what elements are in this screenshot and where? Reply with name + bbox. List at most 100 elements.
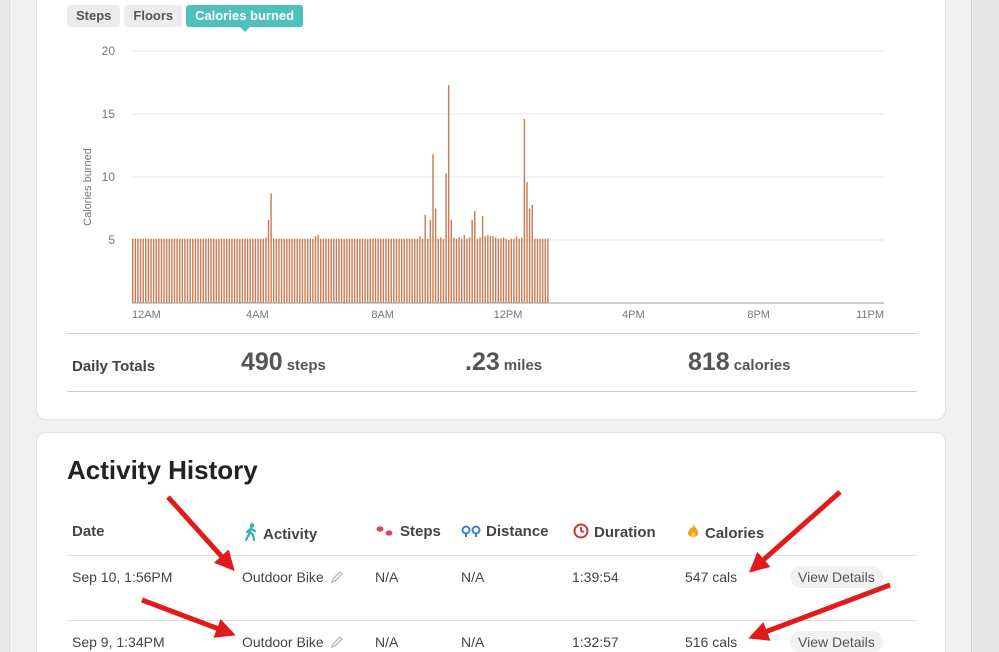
row-activity-label[interactable]: Outdoor Bike [242,569,324,585]
calorie-bar [137,238,139,303]
calorie-bar [291,238,293,303]
calorie-bar [424,214,426,303]
total-miles-unit: miles [503,357,543,374]
page-scroll-track[interactable] [971,0,999,652]
calorie-bar [333,238,335,303]
row-distance: N/A [461,634,485,650]
calorie-bar [367,238,369,303]
col-head-calories-label: Calories [705,525,765,542]
calorie-bar [273,238,275,303]
calorie-bar [515,236,518,303]
calorie-bar [205,238,207,303]
calorie-bar [492,236,494,303]
row-date: Sep 10, 1:56PM [72,569,173,585]
calorie-bar [254,238,257,303]
calorie-bar [288,238,291,303]
x-tick-label: 12AM [132,309,161,321]
col-head-steps: Steps [375,523,441,540]
calorie-bar [359,238,361,303]
calorie-bar [377,238,379,303]
row-activity[interactable]: Outdoor Bike [242,569,344,585]
row-duration: 1:39:54 [572,569,619,585]
calorie-bar [179,238,181,303]
calorie-bar [476,238,479,303]
table-header-divider [67,555,917,556]
calorie-bar [218,238,220,303]
view-details-button[interactable]: View Details [790,566,883,588]
page-edge-left [0,0,10,652]
calorie-bar [343,238,345,303]
calorie-bar [518,238,520,303]
calorie-bar [301,238,304,303]
calorie-bar [314,236,317,303]
tab-calories-burned[interactable]: Calories burned [186,5,304,32]
tab-floors[interactable]: Floors [124,5,183,27]
calorie-bar [421,238,424,303]
col-head-distance-label: Distance [486,523,549,540]
calorie-bar [330,238,332,303]
calorie-bar [539,238,541,303]
calorie-bar [239,238,241,303]
walking-person-icon [244,523,257,541]
calorie-bar [442,238,445,303]
calorie-bar [526,182,528,303]
calorie-bar [262,238,264,303]
calorie-bar [249,238,251,303]
calorie-bar [134,238,137,303]
calorie-bar [338,238,340,303]
pencil-edit-icon[interactable] [330,635,344,649]
calorie-bar [325,238,327,303]
calorie-bar [296,238,298,303]
calorie-bar [513,238,515,303]
calorie-bar [176,238,178,303]
calorie-bar [252,238,254,303]
calorie-bar [497,238,499,303]
calorie-bar [335,238,338,303]
calorie-bar [346,238,348,303]
calorie-bar [210,238,212,303]
calorie-bar [414,238,416,303]
footprints-icon [376,526,393,536]
calorie-bar [207,238,210,303]
activity-history-title: Activity History [67,455,258,485]
total-steps-value: 490 [241,348,283,376]
calorie-bar [481,216,484,303]
calorie-bar [173,238,176,303]
calorie-bar [139,238,142,303]
x-tick-label: 8PM [747,309,770,321]
calorie-bar [419,236,421,303]
calorie-bar [322,238,325,303]
calorie-bar [199,238,202,303]
row-steps: N/A [375,634,399,650]
calorie-bar [155,238,157,303]
row-activity-label[interactable]: Outdoor Bike [242,634,324,650]
row-activity[interactable]: Outdoor Bike [242,634,344,650]
calorie-bar [369,238,372,303]
table-row-divider [67,620,917,621]
calorie-bar [406,238,408,303]
calorie-bar [145,238,147,303]
calorie-bar [246,238,249,303]
calorie-bar [293,238,296,303]
calorie-bar [241,238,244,303]
calorie-bar [505,238,507,303]
view-details-button[interactable]: View Details [790,631,883,652]
calorie-bar [474,211,476,303]
calorie-bar [484,236,486,303]
pencil-edit-icon[interactable] [330,570,344,584]
calorie-bar [231,238,233,303]
calories-chart-card: Steps Floors Calories burned 5 10 15 20 Calo… [36,0,946,420]
calorie-bar [544,238,546,303]
total-miles: .23 miles [465,348,542,377]
calorie-bar [184,238,186,303]
calorie-bar [372,238,374,303]
tab-steps[interactable]: Steps [67,5,121,27]
calorie-bar [403,238,405,303]
calorie-bar [309,238,311,303]
calorie-bar [150,238,152,303]
calorie-bar [500,238,502,303]
calorie-bar [398,238,400,303]
calorie-bar [361,238,364,303]
calorie-bar [536,238,539,303]
calorie-bar [400,238,403,303]
